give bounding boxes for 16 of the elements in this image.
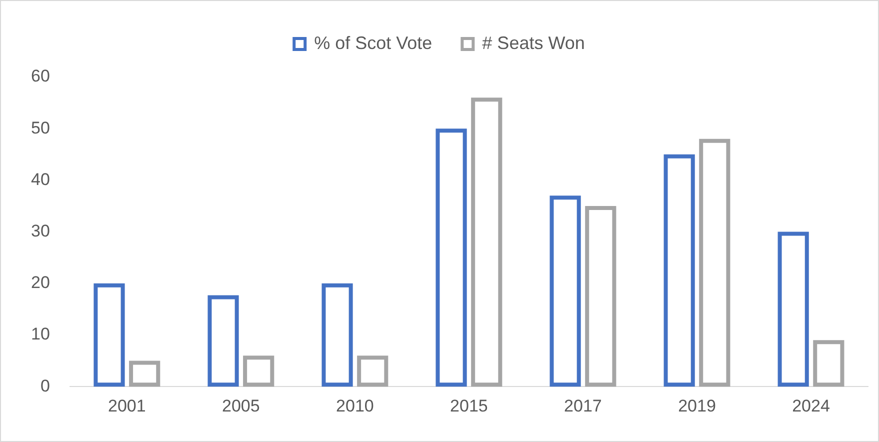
- x-tick-label: 2024: [792, 396, 830, 416]
- x-tick-label: 2010: [336, 396, 374, 416]
- y-tick-label: 10: [30, 324, 50, 344]
- x-tick-label: 2015: [450, 396, 488, 416]
- x-tick-label: 2019: [678, 396, 716, 416]
- x-tick-label: 2017: [564, 396, 602, 416]
- y-tick-label: 50: [30, 118, 50, 138]
- y-tick-label: 40: [30, 170, 50, 189]
- y-tick-label: 0: [40, 376, 50, 396]
- legend-label: % of Scot Vote: [314, 32, 432, 53]
- x-tick-label: 2005: [222, 396, 260, 416]
- y-tick-label: 60: [30, 66, 50, 86]
- y-tick-label: 30: [30, 221, 50, 240]
- x-tick-label: 2001: [108, 396, 146, 416]
- y-tick-label: 20: [30, 273, 50, 292]
- legend-label: # Seats Won: [482, 32, 585, 53]
